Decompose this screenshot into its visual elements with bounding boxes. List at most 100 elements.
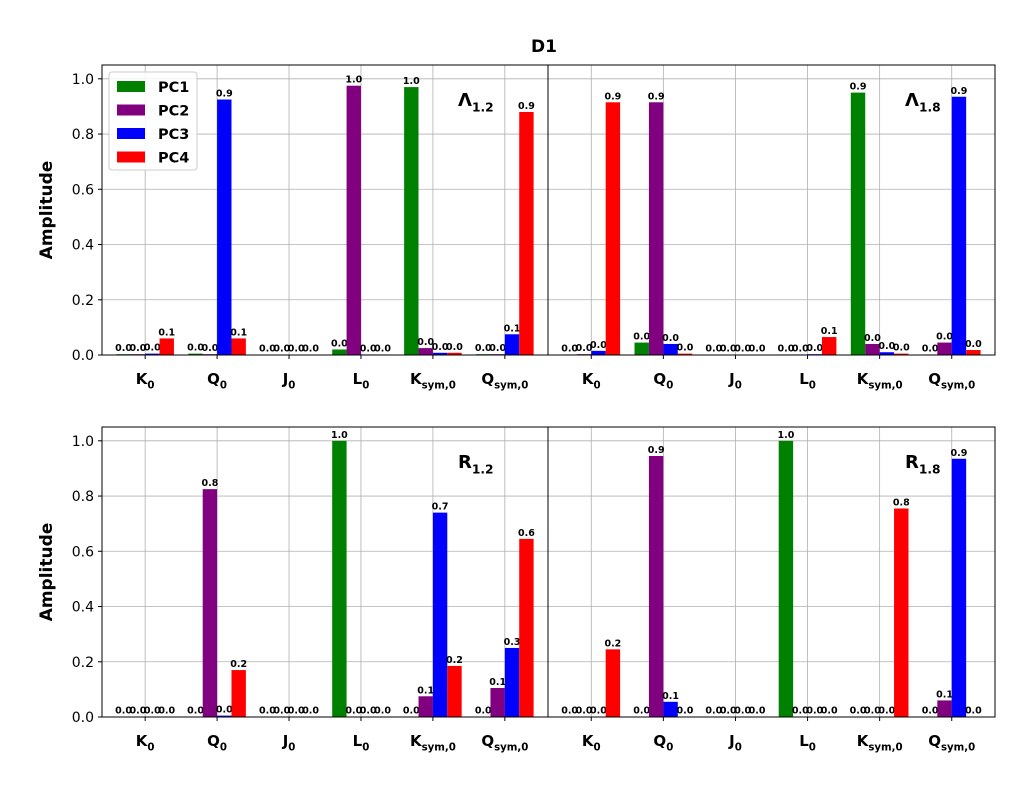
bar-value-label: 0.1: [936, 689, 953, 700]
bar-value-label: 0.0: [187, 343, 204, 354]
bar-pc4: [821, 337, 837, 355]
y-tick-label: 0.8: [72, 127, 94, 143]
x-tick-label-base: L: [799, 732, 809, 750]
bar-value-label: 0.0: [734, 706, 751, 717]
legend-swatch-pc3: [117, 128, 145, 139]
bar-value-label: 0.0: [749, 344, 766, 355]
panel-title-base: R: [458, 452, 472, 473]
x-tick-label: L0: [353, 370, 370, 392]
bar-value-label: 0.0: [705, 706, 722, 717]
bar-value-label: 0.0: [417, 337, 434, 348]
x-tick-label-subscript: sym,0: [868, 743, 902, 754]
bar-value-label: 0.0: [936, 332, 953, 343]
bar-pc1: [850, 92, 866, 355]
bar-value-label: 0.0: [590, 340, 607, 351]
x-tick-label-base: K: [582, 732, 595, 750]
bar-value-label: 0.0: [576, 706, 593, 717]
bar-value-label: 0.0: [273, 706, 290, 717]
x-tick-label-base: Q: [928, 370, 941, 388]
bar-value-label: 0.0: [475, 343, 492, 354]
legend-label-pc2: PC2: [158, 104, 189, 120]
bar-pc4: [966, 350, 981, 355]
bar-pc4: [159, 338, 174, 355]
bar-value-label: 0.9: [648, 91, 665, 102]
x-tick-label-base: L: [353, 732, 363, 750]
bar-value-label: 0.1: [417, 685, 434, 696]
x-tick-label-subscript: 0: [147, 743, 154, 754]
panel-2: 0.00.00.0 0.00.90.00.00.90.0 0.00.0 0.00.00…: [547, 64, 996, 392]
bar-value-label: 0.1: [662, 691, 679, 702]
x-tick-label-subscript: 0: [735, 381, 742, 392]
legend-box: [108, 71, 198, 171]
bar-value-label: 0.6: [518, 528, 535, 539]
bar-value-label: 0.0: [806, 706, 823, 717]
y-tick-label: 0.4: [72, 600, 94, 616]
bar-value-label: 0.9: [518, 101, 535, 112]
x-tick-label: K0: [582, 732, 601, 754]
bar-pc2: [648, 456, 664, 717]
panel-title-subscript: 1.2: [472, 100, 494, 114]
bar-value-label: 0.0: [201, 343, 218, 354]
x-tick-label: Q0: [207, 370, 227, 392]
bar-value-label: 0.0: [374, 343, 391, 354]
bar-value-label: 0.0: [374, 706, 391, 717]
bar-pc3: [951, 458, 967, 717]
y-tick-label: 0.2: [72, 293, 94, 309]
bar-value-label: 0.0: [259, 706, 276, 717]
bar-value-label: 0.0: [403, 706, 420, 717]
x-tick-label-base: Q: [207, 370, 220, 388]
x-tick-label: J0: [282, 732, 296, 754]
x-tick-label: L0: [799, 370, 816, 392]
bar-value-label: 0.1: [489, 677, 506, 688]
x-tick-label-base: K: [410, 732, 423, 750]
y-tick-label: 0.8: [72, 489, 94, 505]
panel-title-base: Λ: [458, 90, 472, 111]
bar-value-label: 0.9: [850, 82, 867, 93]
x-tick-label: Ksym,0: [410, 370, 456, 392]
legend-label-pc4: PC4: [158, 151, 189, 167]
x-tick-label: Ksym,0: [857, 732, 903, 754]
panel-4: 0.0 0.0 0.01.00.0 0.00.00.90.0 0.0 0.00.10.00…: [547, 426, 996, 754]
bar-value-label: 0.0: [806, 343, 823, 354]
bar-value-label: 0.0: [878, 341, 895, 352]
x-tick-label-subscript: sym,0: [422, 381, 456, 392]
x-tick-label-base: J: [728, 370, 735, 388]
bar-pc4: [677, 353, 693, 355]
bar-pc4: [519, 538, 534, 717]
x-tick-label-subscript: 0: [735, 743, 742, 754]
panel-title-base: Λ: [905, 90, 919, 111]
panel-title: R1.8: [905, 452, 941, 476]
y-axis-label-bottom: Amplitude: [37, 523, 57, 622]
bar-pc4: [605, 102, 621, 356]
x-tick-label-subscript: 0: [666, 743, 673, 754]
x-tick-label: K0: [136, 370, 155, 392]
bar-value-label: 0.0: [331, 338, 348, 349]
x-tick-label: L0: [353, 732, 370, 754]
bar-value-label: 0.0: [677, 706, 694, 717]
x-tick-label-subscript: sym,0: [494, 743, 528, 754]
bar-value-label: 0.0: [288, 706, 305, 717]
x-tick-label-base: J: [282, 732, 289, 750]
bar-pc1: [332, 349, 347, 355]
x-tick-label: Q0: [653, 370, 673, 392]
y-tick-label: 0.6: [72, 544, 94, 560]
x-tick-label: Q0: [653, 732, 673, 754]
x-tick-label-subscript: 0: [809, 381, 816, 392]
bar-value-label: 0.0: [302, 706, 319, 717]
x-tick-label-base: J: [282, 370, 289, 388]
x-tick-label: Ksym,0: [857, 370, 903, 392]
x-tick-label-base: L: [799, 370, 809, 388]
x-tick-label-subscript: 0: [288, 381, 295, 392]
x-tick-label-base: K: [857, 370, 870, 388]
x-tick-label-subscript: 0: [147, 381, 154, 392]
x-tick-label: J0: [728, 732, 742, 754]
x-tick-label-subscript: sym,0: [422, 743, 456, 754]
y-tick-label: 1.0: [72, 434, 94, 450]
bar-value-label: 0.0: [360, 706, 377, 717]
bar-value-label: 0.0: [144, 706, 161, 717]
bar-value-label: 0.1: [504, 323, 521, 334]
bar-value-label: 0.0: [130, 706, 147, 717]
x-tick-label-base: K: [857, 732, 870, 750]
bar-value-label: 0.0: [216, 705, 233, 716]
bar-value-label: 0.0: [288, 344, 305, 355]
